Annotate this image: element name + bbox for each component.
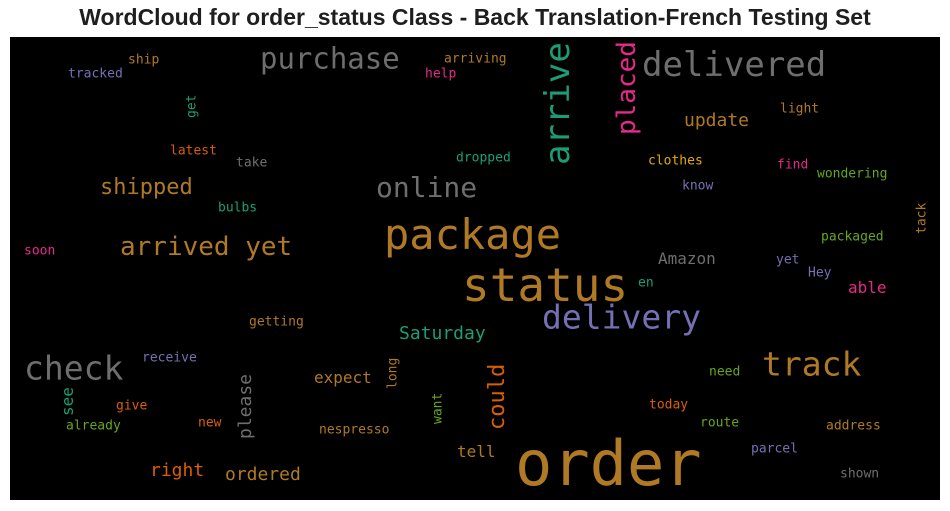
word-getting: getting: [249, 314, 304, 330]
word-get: get: [184, 94, 200, 118]
word-take: take: [236, 155, 268, 171]
word-shipped: shipped: [100, 175, 193, 200]
word-wondering: wondering: [817, 166, 888, 182]
word-already: already: [66, 418, 121, 434]
word-address: address: [826, 418, 881, 434]
word-yet: yet: [776, 252, 800, 268]
word-ship: ship: [128, 52, 160, 68]
word-purchase: purchase: [260, 41, 400, 76]
word-delivered: delivered: [642, 45, 827, 85]
word-online: online: [376, 171, 478, 204]
word-placed: placed: [612, 41, 642, 135]
word-delivery: delivery: [542, 297, 701, 337]
chart-title: WordCloud for order_status Class - Back …: [79, 4, 871, 30]
word-help: help: [425, 66, 457, 82]
word-arrived-yet: arrived yet: [120, 232, 293, 262]
word-packaged: packaged: [821, 229, 884, 245]
word-receive: receive: [142, 350, 197, 366]
word-could: could: [485, 363, 510, 430]
word-long: long: [385, 357, 401, 389]
word-new: new: [198, 415, 222, 431]
word-ordered: ordered: [225, 464, 301, 485]
word-order: order: [515, 427, 702, 500]
word-update: update: [684, 110, 750, 131]
word-package: package: [384, 210, 562, 259]
word-tell: tell: [457, 442, 496, 461]
word-check: check: [24, 348, 124, 388]
word-right: right: [150, 460, 205, 481]
word-dropped: dropped: [456, 150, 511, 166]
word-latest: latest: [170, 143, 217, 159]
wordcloud-canvas: order status package arrive delivered deliver…: [10, 37, 940, 500]
word-light: light: [780, 101, 820, 117]
word-tracked: tracked: [68, 66, 123, 82]
word-please: please: [235, 373, 256, 439]
word-today: today: [649, 397, 689, 413]
word-parcel: parcel: [751, 441, 798, 457]
word-status: status: [462, 258, 629, 312]
word-see: see: [58, 387, 77, 416]
word-en: en: [638, 275, 654, 291]
word-nespresso: nespresso: [319, 422, 390, 438]
word-shown: shown: [840, 466, 880, 482]
word-hey: Hey: [808, 265, 832, 281]
word-arriving: arriving: [444, 51, 507, 67]
word-bulbs: bulbs: [218, 200, 258, 216]
word-amazon: Amazon: [658, 249, 716, 268]
word-need: need: [709, 364, 741, 380]
word-expect: expect: [314, 368, 372, 387]
word-arrive: arrive: [538, 42, 578, 165]
word-able: able: [848, 278, 887, 297]
word-soon: soon: [24, 243, 56, 259]
word-route: route: [700, 415, 740, 431]
word-saturday: Saturday: [399, 323, 486, 344]
word-give: give: [116, 398, 148, 414]
word-know: know: [682, 178, 714, 194]
word-tack: tack: [914, 202, 930, 234]
word-find: find: [777, 157, 809, 173]
word-want: want: [430, 392, 446, 424]
word-track: track: [762, 344, 862, 384]
word-clothes: clothes: [648, 153, 703, 169]
